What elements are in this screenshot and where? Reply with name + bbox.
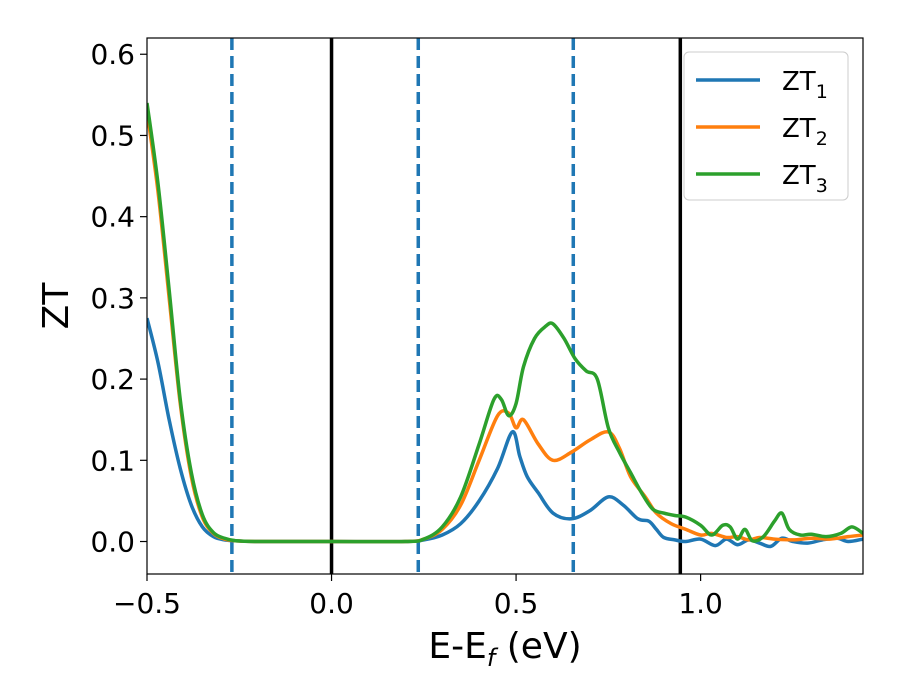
series-line-zt1	[147, 317, 863, 549]
x-tick-label: 0.5	[494, 587, 539, 620]
x-tick-label: −0.5	[113, 587, 181, 620]
legend-label-zt1: ZT1	[782, 67, 828, 103]
x-tick-label: 1.0	[678, 587, 723, 620]
y-axis-label: ZT	[36, 282, 77, 330]
y-tick-label: 0.2	[90, 363, 135, 396]
plot-frame	[146, 37, 864, 575]
series-line-zt3	[147, 102, 863, 544]
y-tick-label: 0.1	[90, 444, 135, 477]
y-tick-label: 0.6	[90, 38, 135, 71]
reference-lines	[230, 38, 683, 574]
legend: ZT1 ZT2 ZT3	[683, 51, 849, 201]
x-axis-label: E-Ef (eV)	[428, 626, 581, 672]
legend-label-zt3: ZT3	[782, 161, 828, 197]
legend-box	[683, 51, 849, 201]
x-tick-label: 0.0	[309, 587, 354, 620]
x-axis-label-unit: (eV)	[495, 626, 581, 667]
legend-label-zt2: ZT2	[782, 114, 828, 150]
x-axis-ticks: −0.5 0.0 0.5 1.0	[113, 574, 723, 620]
y-tick-label: 0.4	[90, 201, 135, 234]
y-tick-label: 0.3	[90, 282, 135, 315]
x-axis-label-main: E-E	[428, 626, 486, 667]
y-axis-ticks: 0.0 0.1 0.2 0.3 0.4 0.5 0.6	[90, 38, 147, 559]
y-tick-label: 0.0	[90, 526, 135, 559]
series-lines	[147, 102, 863, 549]
y-tick-label: 0.5	[90, 119, 135, 152]
